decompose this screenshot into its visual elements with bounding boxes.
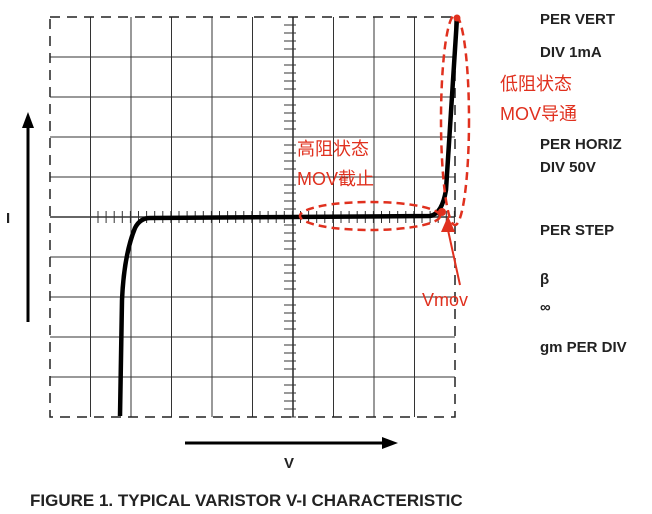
caption: FIGURE 1. TYPICAL VARISTOR V-I CHARACTER… <box>30 491 463 510</box>
annotation: MOV截止 <box>297 169 374 189</box>
vmov-point <box>438 208 446 216</box>
y-arrowhead <box>22 112 34 128</box>
scale-label: ∞ <box>540 299 551 316</box>
high-resistance-region <box>298 200 442 232</box>
scale-label: β <box>540 271 549 288</box>
scale-label: gm PER DIV <box>540 339 627 356</box>
scale-label: DIV 1mA <box>540 44 602 61</box>
annotation: 高阻状态 <box>297 139 369 159</box>
y-axis-label: I <box>6 210 10 227</box>
scale-label: PER STEP <box>540 222 614 239</box>
scale-label: DIV 50V <box>540 159 596 176</box>
scale-label: PER VERT <box>540 11 615 28</box>
vi-curve <box>117 17 460 417</box>
x-axis-label: V <box>284 455 294 472</box>
annotation: MOV导通 <box>500 104 577 124</box>
x-arrowhead <box>382 437 398 449</box>
vmov-pointer <box>447 229 461 286</box>
vmov-arrowhead <box>441 216 455 232</box>
annotation: 低阻状态 <box>500 74 572 94</box>
scale-labels: PER VERT DIV 1mA PER HORIZ DIV 50V PER STEP β… <box>540 11 627 356</box>
low-resistance-region <box>439 13 471 227</box>
frame <box>49 16 456 418</box>
annotation: Vmov <box>422 290 468 310</box>
scale-label: PER HORIZ <box>540 136 622 153</box>
